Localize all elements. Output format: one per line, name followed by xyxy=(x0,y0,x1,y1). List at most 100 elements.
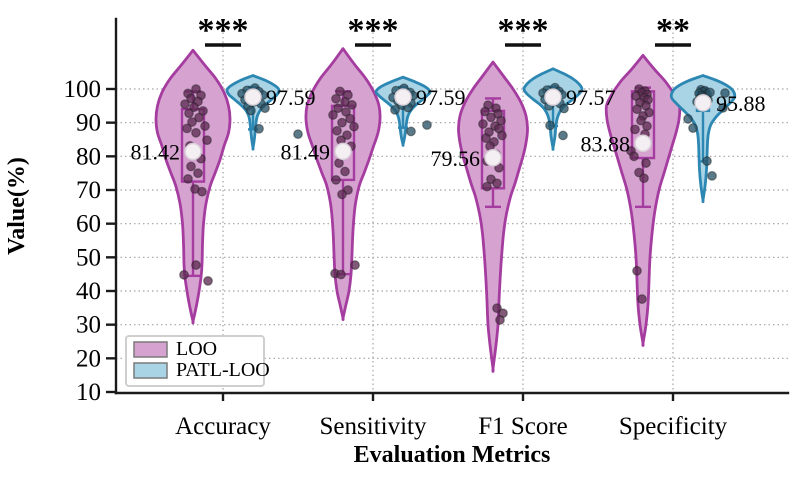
significance-stars: *** xyxy=(348,12,399,49)
data-point xyxy=(336,269,346,280)
data-point xyxy=(333,103,343,114)
data-point xyxy=(335,86,345,97)
data-point xyxy=(343,185,353,195)
data-point xyxy=(337,117,347,128)
y-tick-label: 50 xyxy=(76,244,101,271)
data-point xyxy=(492,303,502,314)
data-point xyxy=(707,170,717,181)
data-point xyxy=(200,121,210,131)
legend-swatch-PATL-LOO xyxy=(133,362,168,379)
y-tick-label: 30 xyxy=(76,312,101,339)
data-point xyxy=(260,103,270,114)
data-point xyxy=(634,167,644,178)
data-point xyxy=(331,174,341,185)
y-tick-label: 70 xyxy=(76,177,101,204)
data-point xyxy=(197,186,207,197)
data-point xyxy=(334,158,344,168)
significance-stars: ** xyxy=(656,12,690,49)
data-point xyxy=(636,115,646,126)
data-point xyxy=(349,121,359,132)
data-point xyxy=(328,110,338,120)
significance-stars: *** xyxy=(498,12,549,49)
y-tick-label: 20 xyxy=(76,345,101,372)
data-point xyxy=(193,168,203,179)
data-point xyxy=(342,130,352,141)
data-point xyxy=(198,105,208,116)
significance-stars: *** xyxy=(198,12,249,49)
data-point xyxy=(478,119,488,129)
mean-annotation: 97.59 xyxy=(266,85,316,110)
mean-annotation: 97.57 xyxy=(566,85,616,110)
data-point xyxy=(191,127,201,138)
data-point xyxy=(390,104,400,115)
legend-swatch-LOO xyxy=(133,341,168,358)
mean-marker xyxy=(544,88,562,106)
data-point xyxy=(187,117,197,127)
mean-marker xyxy=(244,88,262,106)
data-point xyxy=(184,108,194,119)
data-point xyxy=(194,112,204,123)
data-point xyxy=(688,123,698,133)
data-point xyxy=(641,158,651,168)
data-point xyxy=(486,112,496,123)
x-axis-title: Evaluation Metrics xyxy=(354,442,551,468)
x-tick-label: Specificity xyxy=(619,413,728,440)
data-point xyxy=(632,104,642,115)
data-point xyxy=(642,121,652,131)
data-point xyxy=(337,189,347,200)
y-tick-label: 60 xyxy=(76,211,101,238)
mean-marker xyxy=(484,149,502,167)
data-point xyxy=(630,124,640,135)
box-plot xyxy=(330,104,356,182)
data-point xyxy=(191,260,201,270)
mean-marker xyxy=(184,142,202,161)
mean-annotation: 79.56 xyxy=(431,146,481,171)
data-point xyxy=(629,151,639,162)
mean-marker xyxy=(694,94,712,112)
data-point xyxy=(186,161,196,172)
x-tick-label: Accuracy xyxy=(175,413,271,440)
data-point xyxy=(497,130,507,141)
mean-annotation: 81.42 xyxy=(131,140,181,165)
legend-label-PATL-LOO: PATL-LOO xyxy=(176,359,270,381)
data-point xyxy=(718,102,728,113)
legend-label-LOO: LOO xyxy=(176,338,217,360)
data-point xyxy=(345,113,355,124)
data-point xyxy=(180,99,190,110)
data-point xyxy=(481,133,491,144)
y-axis-title: Value(%) xyxy=(4,157,30,255)
x-tick-label: Sensitivity xyxy=(320,413,427,440)
y-tick-label: 100 xyxy=(64,76,102,103)
data-point xyxy=(632,265,642,276)
mean-marker xyxy=(334,142,352,161)
y-tick-label: 40 xyxy=(76,278,101,305)
mean-marker xyxy=(394,88,412,106)
data-point xyxy=(203,275,213,286)
data-point xyxy=(293,129,303,140)
data-point xyxy=(179,269,189,280)
data-point xyxy=(340,166,350,177)
data-point xyxy=(254,123,264,134)
mean-annotation: 95.88 xyxy=(716,91,766,116)
x-tick-label: F1 Score xyxy=(478,413,568,440)
data-point xyxy=(331,93,341,104)
data-point xyxy=(545,120,555,131)
data-point xyxy=(683,114,693,124)
data-point xyxy=(495,315,505,325)
data-point xyxy=(332,125,342,136)
mean-annotation: 83.88 xyxy=(581,131,631,156)
data-point xyxy=(639,173,649,184)
data-point xyxy=(705,87,715,98)
data-point xyxy=(246,105,256,116)
data-point xyxy=(191,84,201,94)
data-point xyxy=(492,178,502,189)
data-point xyxy=(350,260,360,270)
mean-annotation: 81.49 xyxy=(281,139,331,164)
data-point xyxy=(341,106,351,117)
data-point xyxy=(720,88,730,98)
data-point xyxy=(189,102,199,113)
y-tick-label: 10 xyxy=(76,379,101,406)
